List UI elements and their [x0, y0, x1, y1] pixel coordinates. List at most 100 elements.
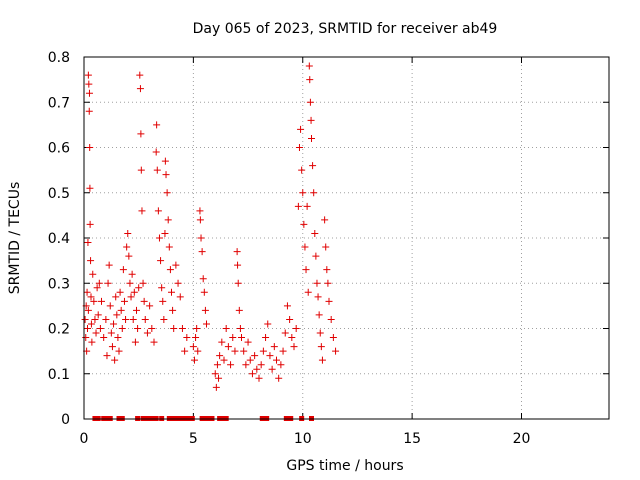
data-point	[314, 293, 322, 301]
data-point	[234, 279, 242, 287]
data-point	[244, 338, 252, 346]
plot-frame	[83, 56, 610, 420]
data-point	[231, 347, 239, 355]
x-tick-label: 20	[513, 431, 531, 447]
data-point	[137, 130, 145, 138]
data-point	[248, 370, 256, 378]
grid-lines	[84, 57, 609, 419]
data-point	[87, 257, 95, 265]
data-point	[157, 257, 165, 265]
data-point	[137, 166, 145, 174]
data-point	[277, 361, 285, 369]
chart-title: Day 065 of 2023, SRMTID for receiver ab4…	[193, 21, 498, 37]
data-point	[251, 352, 259, 360]
data-point	[85, 107, 93, 115]
data-point	[93, 284, 101, 292]
data-point	[112, 293, 120, 301]
data-point	[273, 356, 280, 364]
data-point	[86, 144, 94, 151]
y-tick-label: 0	[61, 412, 70, 428]
data-point	[128, 270, 136, 278]
data-point	[148, 325, 156, 332]
data-point	[87, 320, 95, 328]
data-point	[312, 252, 320, 260]
y-axis-label: SRMTID / TECUs	[7, 182, 23, 295]
data-point	[259, 347, 267, 355]
data-point	[166, 266, 174, 274]
data-point	[165, 243, 173, 251]
data-point	[288, 334, 296, 342]
data-point	[146, 302, 154, 310]
data-point	[199, 275, 207, 283]
data-point	[233, 248, 241, 256]
data-point	[325, 297, 333, 305]
data-point	[283, 302, 291, 310]
data-point	[105, 261, 113, 269]
data-point	[90, 297, 98, 305]
data-point	[110, 320, 118, 328]
data-point	[294, 202, 302, 210]
data-point	[213, 361, 221, 369]
data-point	[292, 325, 300, 332]
data-point	[143, 329, 151, 337]
data-point	[153, 166, 161, 174]
data-point	[313, 279, 321, 287]
data-point	[136, 71, 144, 79]
data-point	[286, 315, 294, 323]
x-tick-label: 5	[189, 431, 198, 447]
data-point	[238, 334, 245, 342]
data-point	[327, 315, 335, 323]
data-point	[161, 229, 169, 237]
data-point	[318, 356, 326, 364]
data-point	[216, 352, 224, 360]
data-point	[84, 325, 91, 332]
data-point	[194, 347, 202, 355]
axis-ticks: 0 0.1 0.2 0.3 0.4 0.5 0.6 0.7 0.8 0 5 10 15 20	[48, 50, 609, 447]
x-axis-label: GPS time / hours	[286, 458, 403, 474]
data-point	[136, 85, 144, 93]
data-point	[297, 125, 305, 133]
data-point	[307, 116, 315, 124]
data-point	[222, 325, 230, 332]
data-point	[100, 334, 108, 342]
data-point	[106, 302, 114, 310]
data-point	[85, 89, 93, 97]
data-point	[240, 347, 248, 355]
data-point	[124, 229, 132, 237]
data-point	[168, 288, 175, 296]
data-point	[103, 352, 111, 360]
data-point	[215, 374, 223, 382]
data-point	[85, 80, 93, 88]
data-point	[281, 329, 289, 337]
data-point	[118, 325, 126, 332]
data-point	[253, 365, 261, 373]
data-point	[163, 189, 171, 197]
data-point	[120, 297, 128, 305]
data-point	[309, 162, 317, 170]
data-point	[102, 315, 110, 323]
data-point	[257, 361, 265, 369]
data-point	[279, 347, 287, 355]
data-point	[127, 293, 135, 301]
data-point	[229, 334, 237, 342]
data-point	[174, 279, 182, 287]
data-point	[197, 234, 205, 242]
data-point	[301, 243, 309, 251]
data-point	[178, 325, 186, 332]
data-point	[242, 361, 250, 369]
data-point	[302, 266, 310, 274]
data-point	[306, 76, 314, 84]
x-tick-label: 10	[294, 431, 312, 447]
data-point	[96, 325, 104, 332]
data-point	[84, 239, 92, 247]
data-point	[152, 148, 160, 156]
data-point	[196, 216, 204, 224]
data-point	[306, 98, 314, 106]
data-point	[139, 279, 147, 287]
data-point	[141, 315, 149, 323]
y-tick-label: 0.2	[48, 322, 70, 338]
data-point	[117, 306, 125, 314]
data-point	[161, 157, 169, 165]
y-tick-label: 0.4	[48, 231, 70, 247]
